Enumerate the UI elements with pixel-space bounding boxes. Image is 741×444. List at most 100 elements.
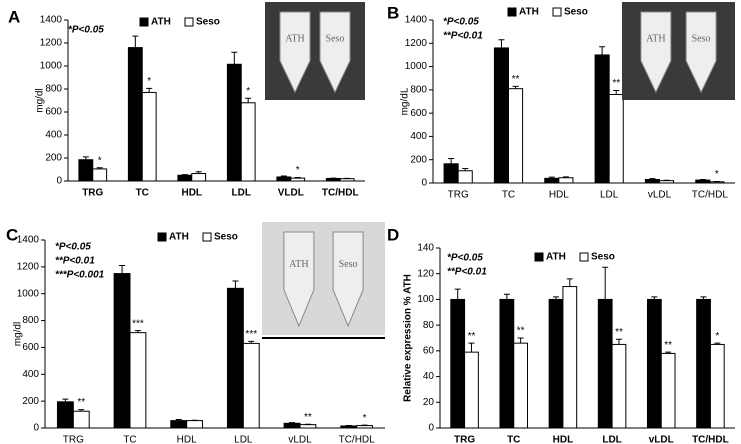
significance-mark: * xyxy=(296,165,300,176)
tube-label: Seso xyxy=(692,34,711,45)
error-bar xyxy=(119,265,126,274)
error-bar xyxy=(146,87,153,93)
y-tick-label: 80 xyxy=(423,320,435,331)
y-tick-label: 140 xyxy=(417,243,434,254)
p-value-note: *P<0.05 xyxy=(55,242,91,253)
bar xyxy=(92,168,108,182)
bar xyxy=(562,286,578,429)
bar xyxy=(129,332,147,429)
error-bar xyxy=(245,97,252,103)
y-tick-label: 800 xyxy=(45,84,62,95)
bar xyxy=(608,94,624,184)
tube xyxy=(332,231,364,328)
error-bar xyxy=(195,171,202,174)
error-bar xyxy=(553,296,560,300)
p-value-note: **P<0.01 xyxy=(447,267,487,278)
y-tick-label: 1400 xyxy=(17,235,40,246)
error-bar xyxy=(599,46,606,55)
x-tick-label: TRG xyxy=(454,435,475,444)
tube-label: ATH xyxy=(289,259,308,270)
error-bar xyxy=(613,89,620,95)
panel-label: A xyxy=(8,7,20,26)
y-tick-label: 60 xyxy=(423,345,435,356)
error-bar xyxy=(665,351,672,354)
x-tick-label: TC/HDL xyxy=(339,435,376,444)
y-tick-label: 120 xyxy=(417,268,434,279)
error-bar xyxy=(82,156,89,160)
legend-swatch xyxy=(157,232,167,242)
bar xyxy=(464,351,479,429)
y-tick-label: 0 xyxy=(421,178,427,189)
error-bar xyxy=(649,178,656,180)
panel-label: B xyxy=(387,3,399,22)
panel-label: D xyxy=(387,225,399,244)
y-tick-label: 200 xyxy=(410,154,427,165)
bar xyxy=(240,102,256,182)
bar xyxy=(113,273,131,429)
tube xyxy=(319,11,351,94)
bar xyxy=(56,401,74,429)
bar xyxy=(659,180,675,184)
y-tick-label: 1400 xyxy=(405,15,428,26)
p-value-note: **P<0.01 xyxy=(443,31,483,42)
x-tick-label: vLDL xyxy=(649,435,674,444)
y-tick-label: 1200 xyxy=(17,261,40,272)
legend-swatch xyxy=(139,17,149,27)
error-bar xyxy=(562,176,569,178)
y-tick-label: 600 xyxy=(22,342,39,353)
bar xyxy=(325,177,341,182)
bar xyxy=(242,342,260,429)
bar xyxy=(594,54,610,184)
bar xyxy=(611,343,627,429)
tube-label: ATH xyxy=(285,34,304,45)
error-bar xyxy=(134,330,141,333)
error-bar xyxy=(615,338,622,345)
bar xyxy=(696,298,711,429)
legend-label: ATH xyxy=(546,252,566,263)
bar xyxy=(508,88,524,184)
p-value-note: *P<0.05 xyxy=(68,25,104,36)
bar xyxy=(283,422,301,429)
bar xyxy=(340,425,358,429)
y-tick-label: 600 xyxy=(410,108,427,119)
tube xyxy=(685,11,717,94)
x-tick-label: HDL xyxy=(549,190,569,201)
significance-mark: ** xyxy=(468,331,476,342)
error-bar xyxy=(503,293,510,300)
bar xyxy=(558,177,574,184)
y-tick-label: 800 xyxy=(410,84,427,95)
bar xyxy=(644,179,661,184)
legend-label: ATH xyxy=(519,7,539,18)
bar xyxy=(191,173,207,182)
significance-mark: *** xyxy=(132,318,144,329)
bar xyxy=(170,420,188,429)
significance-mark: ** xyxy=(517,326,525,337)
y-tick-label: 1200 xyxy=(40,38,63,49)
legend-swatch xyxy=(579,252,589,262)
error-bar xyxy=(651,296,658,300)
legend-swatch xyxy=(507,7,517,17)
error-bar xyxy=(448,158,455,164)
p-value-note: ***P<0.001 xyxy=(55,270,105,281)
legend-swatch xyxy=(552,7,562,17)
error-bar xyxy=(132,35,139,48)
y-tick-label: 0 xyxy=(33,423,39,434)
significance-mark: ** xyxy=(77,397,85,408)
bar xyxy=(597,298,613,429)
tube xyxy=(283,231,315,328)
bar xyxy=(709,343,725,429)
bar xyxy=(548,298,564,429)
significance-mark: * xyxy=(246,86,250,97)
y-tick-label: 200 xyxy=(45,153,62,164)
y-tick-label: 1200 xyxy=(405,38,428,49)
bar xyxy=(299,424,317,429)
x-tick-label: vLDL xyxy=(648,190,672,201)
photo xyxy=(622,2,735,100)
y-tick-label: 400 xyxy=(410,131,427,142)
legend-swatch xyxy=(184,17,194,27)
legend-label: Seso xyxy=(196,17,220,28)
bar xyxy=(493,47,510,184)
bar xyxy=(141,91,157,182)
x-tick-label: HDL xyxy=(181,188,202,199)
y-tick-label: 1000 xyxy=(40,61,63,72)
